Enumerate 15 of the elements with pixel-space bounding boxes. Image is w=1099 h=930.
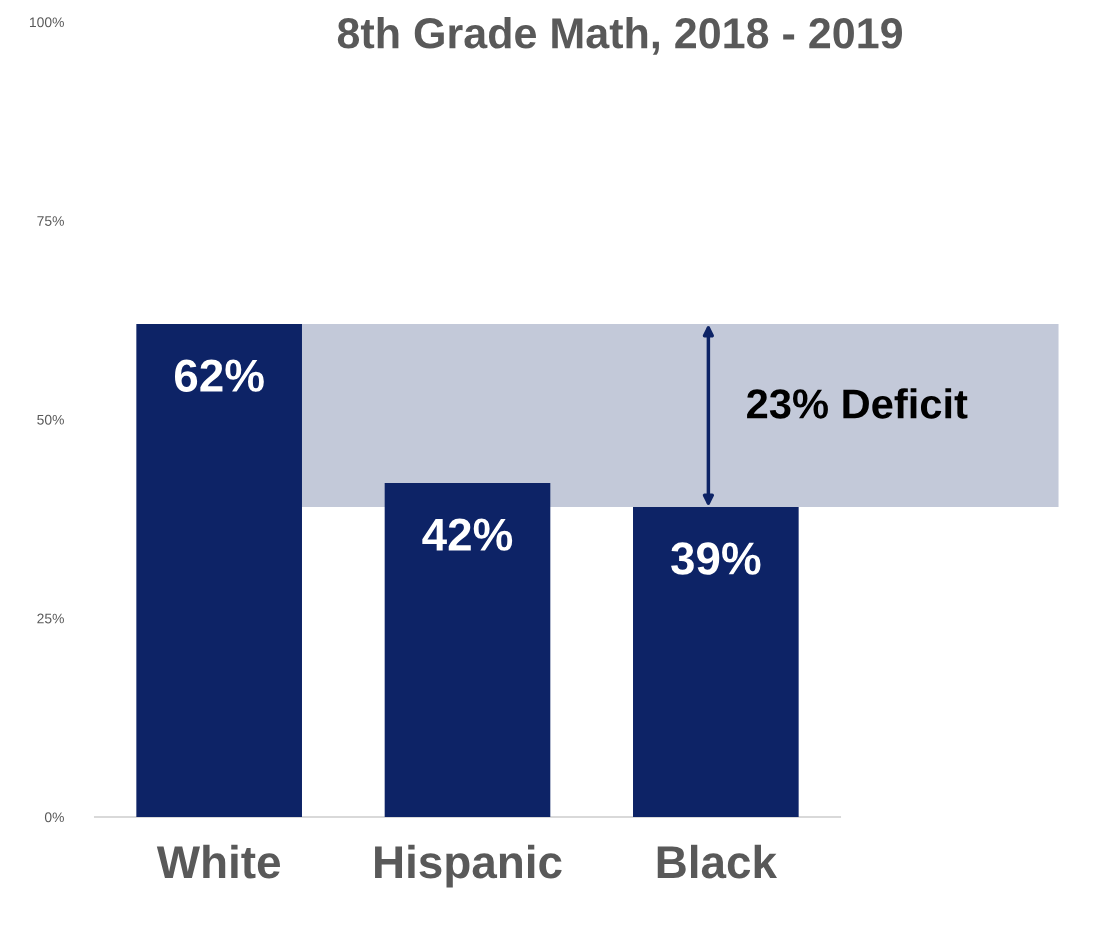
y-tick-label: 0% — [44, 812, 64, 823]
bar — [136, 324, 302, 817]
data-label: 42% — [422, 518, 513, 551]
y-tick-label: 25% — [37, 613, 64, 624]
band-label: 23% Deficit — [747, 388, 968, 419]
data-label: 39% — [671, 542, 761, 575]
x-tick-label: Hispanic — [375, 844, 562, 888]
chart-title: 8th Grade Math, 2018 - 2019 — [337, 16, 902, 55]
y-tick-label: 75% — [37, 216, 64, 226]
data-label: 62% — [174, 359, 264, 392]
x-tick-label: Black — [657, 844, 778, 879]
bar — [384, 483, 551, 817]
y-tick-label: 50% — [37, 414, 64, 425]
y-tick-label: 100% — [29, 17, 64, 28]
x-tick-label: White — [156, 844, 280, 879]
